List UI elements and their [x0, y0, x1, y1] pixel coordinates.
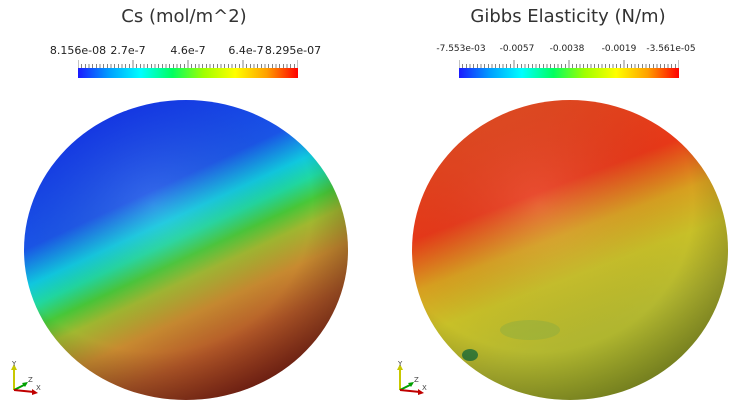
- cs-colorbar-labels: 8.156e-08 2.7e-7 4.6e-7 6.4e-7 8.295e-07: [50, 44, 321, 58]
- axis-z-label: Z: [414, 376, 419, 384]
- cs-panel: Cs (mol/m^2) 8.156e-08 2.7e-7 4.6e-7 6.4…: [0, 0, 368, 400]
- gibbs-colorbar: [459, 60, 679, 78]
- gibbs-colorbar-tick-label: -0.0019: [601, 44, 637, 54]
- gibbs-colorbar-labels: -7.553e-03 -0.0057 -0.0038 -0.0019 -3.56…: [436, 44, 695, 58]
- gibbs-title: Gibbs Elasticity (N/m): [470, 6, 666, 27]
- axis-y-label: Y: [11, 360, 17, 368]
- cs-colorbar-min-label: 8.156e-08: [49, 44, 107, 57]
- axis-x-label: X: [36, 384, 41, 392]
- cs-colorbar: [78, 60, 298, 78]
- gibbs-colorbar-gradient: [459, 68, 679, 78]
- gibbs-colorbar-tick-label: -0.0057: [499, 44, 535, 54]
- gibbs-orientation-axes-icon: Y Z X: [397, 360, 427, 395]
- gibbs-colorbar-tick-label: -0.0038: [549, 44, 585, 54]
- cs-colorbar-tick-label: 2.7e-7: [110, 44, 146, 57]
- cs-orientation-axes-icon: Y Z X: [11, 360, 41, 395]
- cs-colorbar-gradient: [78, 68, 298, 78]
- axis-y-label: Y: [397, 360, 403, 368]
- axis-z-label: Z: [28, 376, 33, 384]
- gibbs-colorbar-min-label: -7.553e-03: [436, 44, 486, 54]
- axis-x-label: X: [422, 384, 427, 392]
- gibbs-colorbar-max-label: -3.561e-05: [646, 44, 696, 54]
- cs-colorbar-tick-label: 6.4e-7: [228, 44, 264, 57]
- cs-colorbar-tick-label: 4.6e-7: [170, 44, 206, 57]
- cs-sphere: [24, 100, 348, 400]
- gibbs-panel: Gibbs Elasticity (N/m) -7.553e-03 -0.005…: [384, 0, 737, 400]
- gibbs-sphere: [412, 100, 728, 400]
- cs-title: Cs (mol/m^2): [121, 6, 247, 27]
- cs-colorbar-max-label: 8.295e-07: [264, 44, 322, 57]
